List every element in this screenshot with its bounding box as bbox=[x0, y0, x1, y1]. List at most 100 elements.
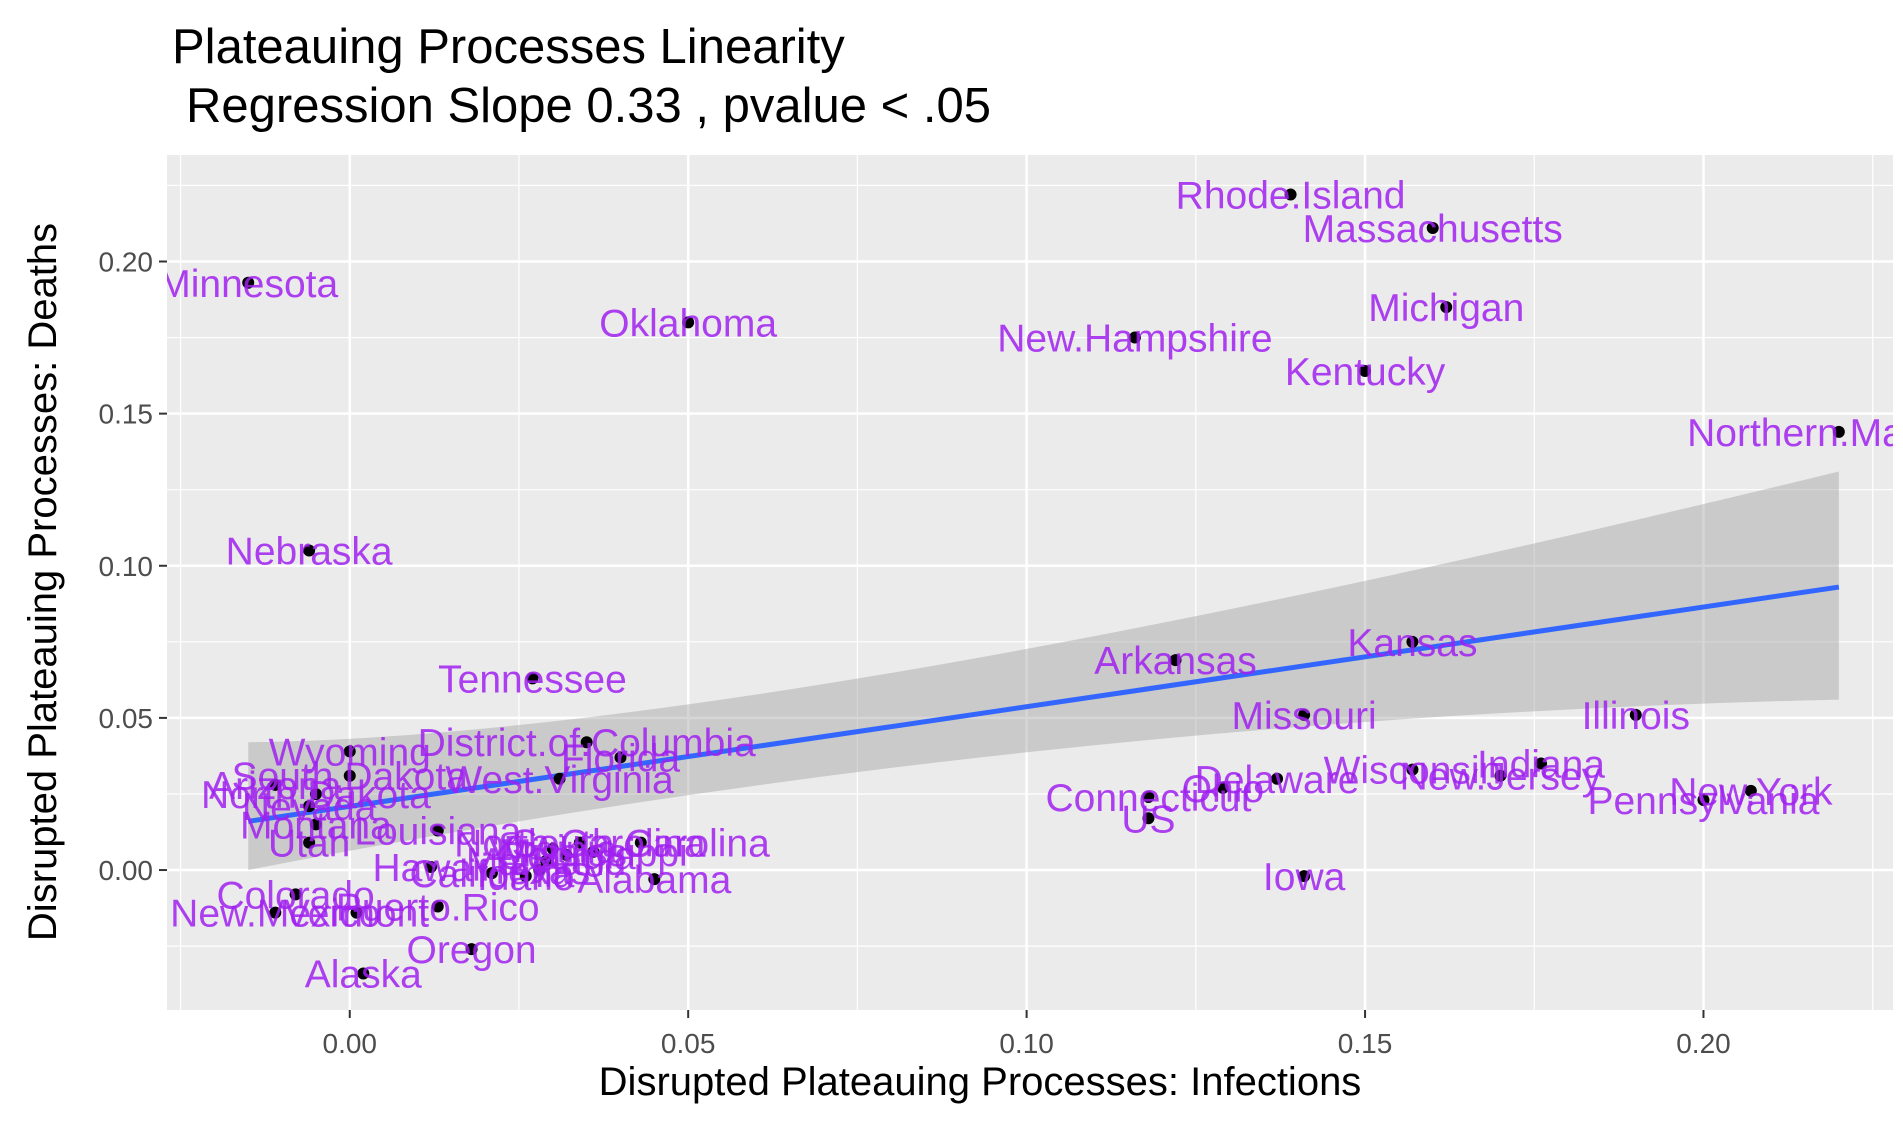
label-colorado: Colorado bbox=[216, 874, 374, 917]
point-puerto-rico bbox=[431, 900, 444, 913]
y-tick-label-2: 0.10 bbox=[99, 551, 154, 582]
label-florida: Florida bbox=[561, 737, 681, 780]
point-california bbox=[485, 867, 498, 880]
grid-major bbox=[167, 155, 1893, 1010]
label-delaware: Delaware bbox=[1195, 759, 1360, 802]
label-iowa: Iowa bbox=[1263, 856, 1346, 899]
y-tick-label-1: 0.05 bbox=[99, 703, 154, 734]
label-montana: Montana bbox=[240, 804, 392, 847]
label-northern-mariana: Northern.Mariana bbox=[1687, 412, 1903, 455]
y-tick-label-0: 0.00 bbox=[99, 855, 154, 886]
label-massachusetts: Massachusetts bbox=[1303, 208, 1563, 251]
label-alabama: Alabama bbox=[577, 859, 731, 902]
label-south-carolina: South.Carolina bbox=[512, 823, 770, 866]
label-south-dakota: South.Dakota bbox=[232, 756, 469, 799]
point-massachusetts bbox=[1426, 222, 1439, 235]
point-florida bbox=[614, 751, 627, 764]
y-axis-title: Disrupted Plateauing Processes: Deaths bbox=[21, 223, 65, 941]
point-minnesota bbox=[242, 276, 255, 289]
label-north-dakota: North.Dakota bbox=[201, 774, 431, 817]
label-virginia: Virginia bbox=[488, 829, 618, 872]
label-indiana: Indiana bbox=[1477, 744, 1605, 787]
label-kansas: Kansas bbox=[1347, 622, 1477, 665]
label-us: US bbox=[1121, 798, 1175, 841]
point-maryland bbox=[540, 854, 553, 867]
label-texas: Texas bbox=[488, 850, 590, 893]
point-ohio bbox=[1216, 781, 1229, 794]
point-us bbox=[1142, 812, 1155, 825]
label-tennessee: Tennessee bbox=[438, 658, 627, 701]
label-utah: Utah bbox=[268, 823, 350, 866]
point-nevada bbox=[303, 800, 316, 813]
label-rhode-island: Rhode.Island bbox=[1176, 175, 1406, 218]
point-northern-mariana bbox=[1832, 425, 1845, 438]
y-axis: 0.00 0.05 0.10 0.15 0.20 bbox=[99, 246, 167, 886]
label-new-york: New.York bbox=[1669, 771, 1833, 814]
point-texas bbox=[533, 864, 546, 877]
point-south-carolina bbox=[634, 836, 647, 849]
point-new-mexico bbox=[269, 906, 282, 919]
label-new-mexico: New.Mexico bbox=[170, 893, 380, 936]
point-labels: Minnesota Oklahoma Rhode.IslandMassachuset… bbox=[167, 175, 1903, 997]
x-tick-label-3: 0.15 bbox=[1338, 1028, 1393, 1059]
label-arkansas: Arkansas bbox=[1094, 640, 1257, 683]
label-wyoming: Wyoming bbox=[269, 731, 431, 774]
x-tick-label-0: 0.00 bbox=[323, 1028, 378, 1059]
point-district-of-columbia bbox=[580, 736, 593, 749]
point-arkansas bbox=[1169, 654, 1182, 667]
label-idaho: Idaho bbox=[477, 856, 575, 899]
point-iowa bbox=[1298, 870, 1311, 883]
point-oklahoma bbox=[682, 316, 695, 329]
x-tick-label-1: 0.05 bbox=[661, 1028, 716, 1059]
label-north-carolina: North.Carolina bbox=[454, 823, 706, 866]
point-alabama bbox=[648, 873, 661, 886]
grid-minor bbox=[167, 155, 1893, 1010]
label-new-hampshire: New.Hampshire bbox=[997, 318, 1272, 361]
point-arizona bbox=[269, 778, 282, 791]
point-wyoming bbox=[343, 745, 356, 758]
label-oklahoma: Oklahoma bbox=[599, 302, 777, 345]
point-south-dakota bbox=[343, 769, 356, 782]
point-virginia bbox=[546, 842, 559, 855]
point-north-carolina bbox=[573, 836, 586, 849]
label-new-jersey: New.Jersey bbox=[1400, 756, 1602, 799]
point-oregon bbox=[465, 943, 478, 956]
label-hawaii: Hawaii bbox=[372, 847, 489, 890]
point-montana bbox=[309, 818, 322, 831]
point-delaware bbox=[1271, 772, 1284, 785]
x-tick-label-4: 0.20 bbox=[1676, 1028, 1731, 1059]
point-hawaii bbox=[424, 860, 437, 873]
point-michigan bbox=[1440, 301, 1453, 314]
point-nebraska bbox=[303, 544, 316, 557]
point-alaska bbox=[357, 967, 370, 980]
label-wisconsin: Wisconsin bbox=[1324, 750, 1502, 793]
label-mississippi: Mississippi bbox=[499, 832, 688, 875]
data-points bbox=[242, 188, 1845, 980]
point-wisconsin bbox=[1406, 763, 1419, 776]
label-nevada: Nevada bbox=[242, 786, 377, 829]
point-colorado bbox=[289, 888, 302, 901]
label-arizona: Arizona bbox=[209, 765, 342, 808]
label-ohio: Ohio bbox=[1182, 768, 1264, 811]
label-kentucky: Kentucky bbox=[1285, 351, 1446, 394]
confidence-band bbox=[248, 471, 1839, 871]
plot-panel bbox=[167, 155, 1893, 1010]
point-missouri bbox=[1298, 708, 1311, 721]
label-vermont: Vermont bbox=[284, 893, 429, 936]
label-maryland: Maryland bbox=[466, 841, 626, 884]
label-nebraska: Nebraska bbox=[226, 531, 393, 574]
point-louisiana bbox=[431, 824, 444, 837]
label-georgia: Georgia bbox=[497, 835, 636, 878]
label-west-virginia: West.Virginia bbox=[445, 759, 674, 802]
x-axis: 0.00 0.05 0.10 0.15 0.20 bbox=[323, 1010, 1731, 1059]
label-pennsylvania: Pennsylvania bbox=[1587, 780, 1819, 823]
point-utah bbox=[303, 836, 316, 849]
point-mississippi bbox=[587, 845, 600, 858]
point-new-hampshire bbox=[1128, 331, 1141, 344]
x-axis-title: Disrupted Plateauing Processes: Infectio… bbox=[599, 1060, 1362, 1104]
x-tick-label-2: 0.10 bbox=[999, 1028, 1054, 1059]
label-michigan: Michigan bbox=[1368, 287, 1524, 330]
regression-line bbox=[247, 584, 1840, 824]
y-tick-label-3: 0.15 bbox=[99, 399, 154, 430]
